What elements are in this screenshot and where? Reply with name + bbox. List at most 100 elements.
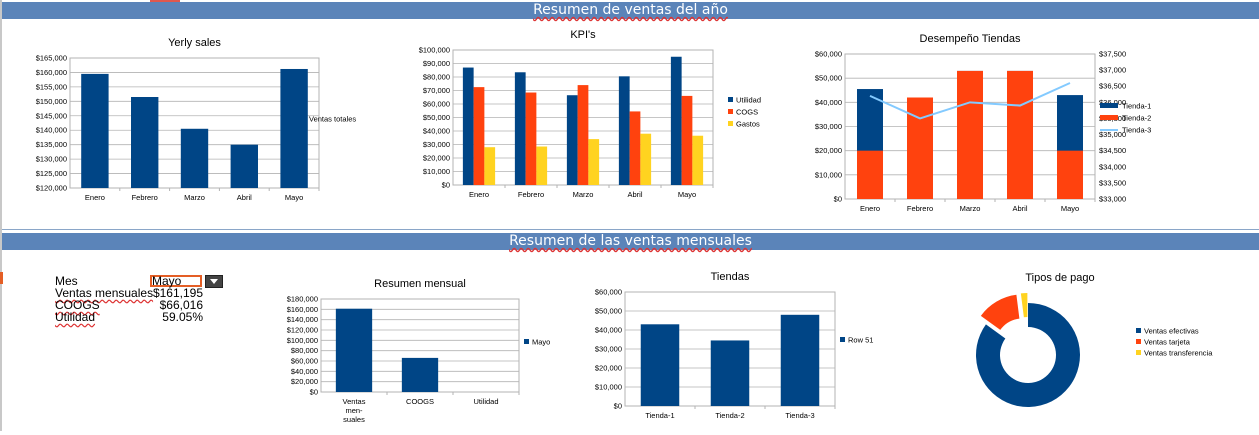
- y-tick-label: $20,000: [291, 377, 318, 386]
- chart-svg: Tipos de pago Ventas efectivas Ventas tarj…: [976, 272, 1213, 407]
- bar: [280, 68, 308, 188]
- chart-store-performance[interactable]: Desempeño Tiendas $0 $10,000 $20,000 $30,000…: [790, 24, 1190, 219]
- y-tick-label: $50,000: [815, 74, 842, 83]
- legend-label: Mayo: [532, 338, 550, 347]
- bar: [577, 85, 589, 185]
- bar: [907, 97, 933, 199]
- y-tick-label: $0: [442, 181, 450, 190]
- y-tick-label: $140,000: [36, 126, 67, 135]
- y-tick-label: $40,000: [423, 127, 450, 136]
- y-tick-label: $70,000: [423, 86, 450, 95]
- y-tick-label: $10,000: [423, 167, 450, 176]
- y-tick-label: $0: [614, 402, 622, 411]
- y-tick-label: $20,000: [423, 154, 450, 163]
- y2-tick-label: $33,500: [1099, 178, 1126, 187]
- x-tick-label: Marzo: [960, 204, 981, 213]
- y-tick-label: $150,000: [36, 97, 67, 106]
- summary-row-value: $66,016: [159, 298, 203, 312]
- bar: [230, 144, 258, 188]
- y-tick-label: $50,000: [423, 113, 450, 122]
- bar: [618, 76, 630, 185]
- x-tick-label: Utilidad: [473, 397, 498, 406]
- bar: [588, 139, 600, 185]
- legend-swatch: [1136, 350, 1141, 355]
- summary-row-label: COOGS: [55, 298, 100, 312]
- legend-swatch: [1100, 115, 1118, 120]
- chart-payment-types[interactable]: Tipos de pago Ventas efectivas Ventas tarj…: [950, 265, 1255, 430]
- row-cursor-marker: [0, 272, 3, 284]
- y-tick-label: $160,000: [287, 305, 318, 314]
- chart-title: Yerly sales: [168, 37, 221, 49]
- bar: [681, 95, 693, 185]
- summary-row-value: $161,195: [152, 286, 203, 300]
- legend-label: Tienda-2: [1122, 114, 1151, 123]
- summary-row-label: Ventas mensuales: [55, 286, 154, 300]
- month-select-value[interactable]: Mayo: [152, 274, 182, 288]
- chart-kpis[interactable]: KPI's $0 $10,000 $20,000 $30,000 $40,000 $50,0…: [405, 24, 775, 204]
- y-tick-label: $30,000: [815, 122, 842, 131]
- chart-svg: Resumen mensual $0 $20,000$40,000$60,000 $8…: [287, 278, 551, 424]
- y-tick-label: $155,000: [36, 82, 67, 91]
- y-tick-label: $165,000: [36, 54, 67, 63]
- y-tick-label: $80,000: [291, 346, 318, 355]
- chart-svg: Yerly sales $120,000 $125,000 $130,000 $135,…: [36, 37, 357, 202]
- chart-yearly-sales[interactable]: Yerly sales $120,000 $125,000 $130,000 $135,…: [30, 34, 375, 209]
- bar: [536, 146, 548, 185]
- y-tick-label: $30,000: [595, 345, 622, 354]
- bar: [670, 56, 682, 185]
- y-tick-label: $0: [310, 388, 318, 397]
- y2-tick-label: $33,000: [1099, 195, 1126, 204]
- y-tick-label: $40,000: [815, 98, 842, 107]
- y-tick-label: $80,000: [423, 73, 450, 82]
- legend-label: Ventas transferencia: [1144, 349, 1213, 358]
- chart-monthly-summary[interactable]: Resumen mensual $0 $20,000 $40,000 $60,000 $8…: [270, 270, 570, 430]
- x-tick-label: Abril: [237, 193, 252, 202]
- y2-tick-label: $34,500: [1099, 146, 1126, 155]
- legend-swatch: [728, 97, 733, 102]
- chart-title: KPI's: [570, 29, 596, 41]
- bar: [180, 128, 209, 188]
- legend-label: COGS: [736, 108, 758, 117]
- bar: [462, 67, 474, 185]
- legend-label: Ventas totales: [309, 115, 356, 124]
- legend-label: Tienda-3: [1122, 126, 1151, 135]
- bar: [131, 97, 159, 188]
- legend-swatch: [840, 337, 845, 342]
- x-tick-label: Abril: [1012, 204, 1027, 213]
- chart-svg: Desempeño Tiendas $0 $10,000 $20,000 $30,000…: [815, 33, 1151, 213]
- y-tick-label: $60,000: [595, 288, 622, 297]
- x-tick-label: Enero: [85, 193, 105, 202]
- x-tick-label: Mayo: [1061, 204, 1079, 213]
- y-tick-label: $40,000: [291, 367, 318, 376]
- x-tick-label: Abril: [627, 190, 642, 199]
- x-tick-label: Enero: [860, 204, 880, 213]
- y-tick-label: $100,000: [287, 336, 318, 345]
- x-tick-label: men-: [345, 406, 363, 415]
- bar: [484, 147, 496, 185]
- y2-tick-label: $36,000: [1099, 98, 1126, 107]
- y2-tick-label: $37,500: [1099, 50, 1126, 59]
- series-line: [869, 82, 1071, 120]
- y2-tick-label: $34,000: [1099, 162, 1126, 171]
- y-tick-label: $90,000: [423, 59, 450, 68]
- month-selected-cell[interactable]: [150, 275, 202, 287]
- pie-slice: [1020, 293, 1028, 318]
- legend-swatch: [1136, 328, 1141, 333]
- bar: [514, 72, 526, 185]
- bar: [1007, 70, 1033, 199]
- chart-stores[interactable]: Tiendas $0 $10,000 $20,000 $30,000 $40,000 $50…: [575, 265, 885, 430]
- x-tick-label: Febrero: [518, 190, 544, 199]
- y-tick-label: $0: [834, 195, 842, 204]
- legend-swatch: [728, 109, 733, 114]
- legend-label: Ventas tarjeta: [1144, 338, 1191, 347]
- x-tick-label: Febrero: [907, 204, 933, 213]
- x-tick-label: Febrero: [132, 193, 158, 202]
- month-dropdown-button[interactable]: [205, 275, 223, 288]
- legend-label: Tienda-1: [1122, 102, 1151, 111]
- x-tick-label: Tienda-1: [645, 411, 674, 420]
- y-tick-label: $130,000: [36, 155, 67, 164]
- y-tick-label: $20,000: [595, 364, 622, 373]
- x-tick-label: Mayo: [285, 193, 303, 202]
- legend-swatch: [301, 116, 306, 121]
- chart-svg: Tiendas $0 $10,000 $20,000 $30,000 $40,000 $50…: [595, 271, 874, 420]
